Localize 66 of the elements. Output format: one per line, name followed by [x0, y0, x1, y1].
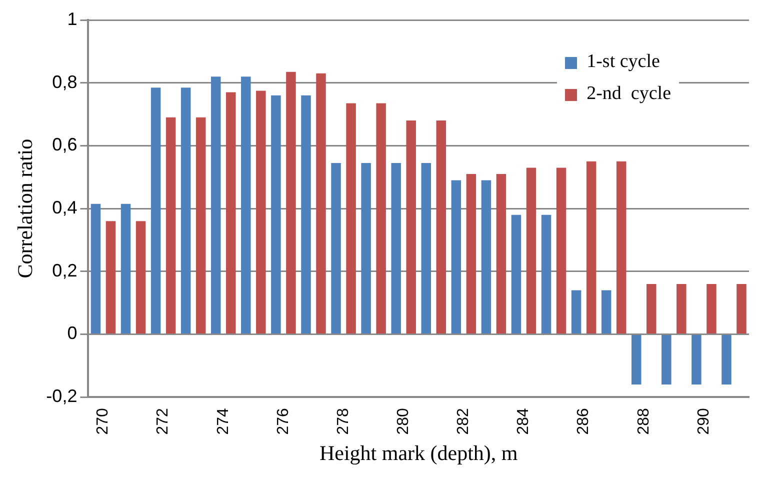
x-tick-label: 286	[575, 408, 592, 435]
bar	[736, 284, 746, 334]
x-tick-label: 290	[695, 408, 712, 435]
bar	[586, 161, 596, 334]
bar	[391, 162, 401, 334]
bar	[196, 117, 206, 334]
y-tick-label: 0,6	[52, 134, 78, 155]
x-tick-label: 278	[334, 408, 352, 435]
bar	[301, 95, 311, 334]
bar	[451, 180, 462, 334]
bar	[241, 76, 251, 334]
bar	[706, 284, 716, 334]
bar	[481, 180, 492, 334]
bar	[256, 90, 266, 334]
bar	[106, 221, 116, 334]
bar	[180, 88, 191, 334]
x-tick-label: 276	[274, 408, 292, 435]
bar	[406, 120, 416, 334]
x-tick-label: 274	[214, 408, 232, 435]
bar	[271, 95, 281, 334]
bar	[150, 88, 161, 334]
bar	[316, 73, 326, 334]
bar	[496, 174, 506, 334]
bar	[631, 335, 642, 385]
bar	[136, 221, 146, 334]
bar	[616, 161, 626, 334]
bar	[436, 120, 446, 334]
bar	[210, 76, 221, 334]
bar	[376, 103, 386, 334]
bar	[692, 335, 702, 385]
bar	[722, 335, 732, 385]
bar	[662, 335, 672, 385]
bar	[541, 214, 552, 334]
x-tick-label: 284	[515, 408, 532, 435]
bar	[601, 290, 612, 334]
bar	[120, 204, 131, 334]
bar	[646, 284, 656, 334]
y-tick-label: -0,2	[46, 386, 78, 406]
bar	[166, 117, 176, 334]
bar	[571, 290, 582, 334]
y-tick-label: 0,4	[52, 198, 78, 218]
y-tick-label: 0	[67, 323, 78, 344]
legend-label: 2-nd cycle	[586, 83, 671, 104]
bar	[286, 72, 296, 334]
bar	[466, 174, 476, 334]
y-axis-title: Correlation ratio	[13, 138, 38, 278]
x-tick-label: 288	[635, 408, 652, 435]
y-tick-label: 1	[67, 8, 78, 29]
x-tick-label: 282	[455, 408, 472, 435]
y-tick-label: 0,2	[52, 260, 78, 280]
x-tick-label: 270	[94, 408, 112, 435]
y-tick-label: 0,8	[52, 72, 78, 92]
bar	[676, 284, 686, 334]
legend-label: 1-st cycle	[586, 51, 660, 72]
bar	[331, 162, 341, 334]
bar	[361, 162, 371, 334]
x-tick-label: 272	[154, 408, 172, 435]
x-tick-label: 280	[394, 408, 412, 435]
bar	[346, 103, 356, 334]
bar	[90, 204, 101, 334]
bar	[511, 214, 522, 334]
x-axis-title: Height mark (depth), m	[319, 440, 518, 465]
bar	[526, 168, 536, 334]
bar	[226, 92, 236, 334]
bar	[421, 162, 431, 334]
bar	[556, 168, 566, 334]
